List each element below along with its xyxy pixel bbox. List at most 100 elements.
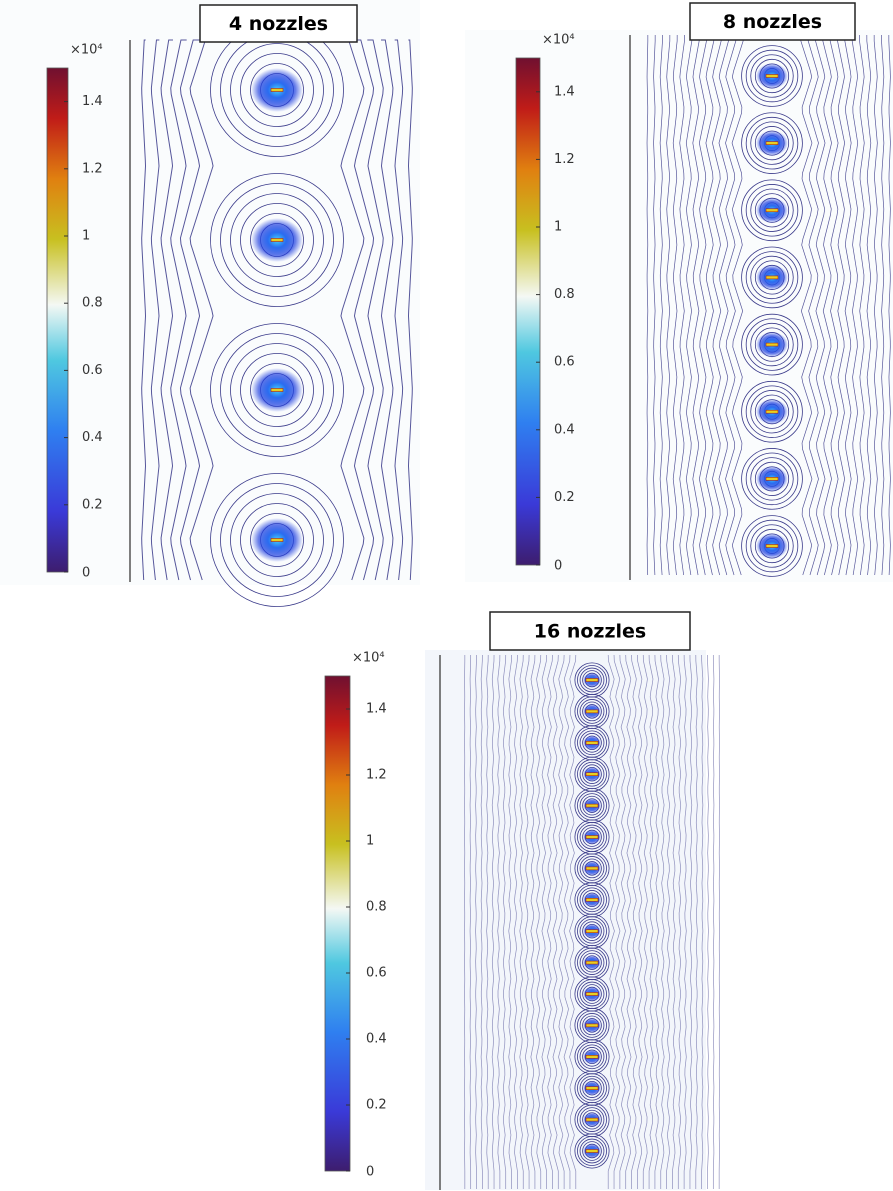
contour-ring — [582, 890, 602, 910]
contour-ring — [750, 188, 794, 232]
nozzle — [765, 74, 779, 78]
colorbar-tick-label: 0.4 — [366, 1032, 387, 1047]
colorbar-tick-label: 0.2 — [82, 497, 103, 512]
contour-ring — [240, 503, 314, 577]
contour-ring — [754, 461, 790, 496]
contour-line — [407, 39, 413, 581]
contour-line — [712, 34, 722, 576]
contour-ring — [582, 733, 602, 753]
contour-line — [654, 654, 660, 1189]
contour-line — [677, 654, 682, 1189]
contour-line — [851, 34, 859, 576]
nozzle — [585, 772, 599, 777]
colorbar-tick-label: 1 — [366, 834, 374, 849]
nozzle — [270, 538, 284, 542]
contour-line — [536, 654, 542, 1189]
contour-line — [666, 34, 671, 576]
contour-ring — [750, 54, 794, 98]
contour-ring — [579, 1013, 605, 1038]
colorbar-tick-label: 0 — [554, 559, 562, 574]
contour-line — [619, 654, 626, 1189]
contour-line — [648, 654, 654, 1189]
contour-ring — [240, 53, 314, 127]
colorbar-label: ×10⁴ — [542, 33, 575, 48]
contour-ring — [240, 203, 314, 277]
colorbar-tick-label: 0.8 — [82, 296, 103, 311]
contour-ring — [579, 730, 605, 756]
nozzle — [585, 1055, 599, 1059]
contour-lines — [464, 654, 720, 1189]
contour-ring — [210, 173, 344, 307]
contour-line — [705, 34, 715, 576]
contour-line — [672, 34, 678, 576]
contour-line — [524, 654, 530, 1189]
contour-ring — [745, 251, 799, 304]
contour-ring — [745, 184, 799, 237]
colorbar-tick-label: 1 — [82, 229, 90, 244]
contour-ring — [582, 670, 602, 690]
colorbar-tick-label: 0.4 — [554, 422, 575, 437]
contour-line — [469, 654, 472, 1189]
nozzle — [270, 388, 284, 392]
contour-ring — [582, 1109, 602, 1130]
contour-ring — [579, 1075, 605, 1101]
contour-ring — [750, 322, 794, 367]
contour-ring — [582, 1015, 602, 1036]
contour-ring — [582, 1047, 602, 1067]
contour-ring — [741, 179, 803, 242]
contour-line — [807, 34, 819, 576]
contour-line — [683, 654, 687, 1189]
contour-ring — [582, 795, 602, 816]
nozzle — [585, 709, 599, 714]
contour-line — [547, 654, 553, 1189]
nozzle — [585, 960, 599, 965]
contour-line — [497, 654, 501, 1189]
contour-ring — [745, 385, 799, 438]
colorbar-tick-label: 0 — [366, 1165, 374, 1180]
contour-ring — [750, 255, 794, 300]
colorbar-tick-label: 0.8 — [366, 900, 387, 915]
contour-line — [340, 39, 365, 581]
nozzle — [765, 208, 779, 213]
contour-ring — [230, 43, 324, 137]
contour-line — [829, 34, 839, 576]
colorbar — [515, 57, 541, 566]
contour-line — [519, 654, 524, 1189]
contour-ring — [579, 1107, 605, 1132]
panel: 16 nozzles ×10⁴ 0 0.2 0.4 0.6 0.8 1 1.2 1.4 — [324, 611, 720, 1190]
contour-ring — [579, 667, 605, 693]
contour-ring — [574, 1133, 610, 1169]
contour-line — [563, 654, 571, 1189]
contour-ring — [741, 515, 803, 577]
contour-line — [637, 654, 643, 1189]
contour-line — [141, 39, 147, 581]
contour-line — [837, 34, 846, 576]
contour-line — [508, 654, 512, 1189]
contour-ring — [754, 394, 790, 429]
contour-ring — [754, 193, 790, 228]
contour-line — [607, 654, 615, 1189]
contour-ring — [579, 918, 605, 944]
contour-line — [685, 34, 693, 576]
contour-line — [486, 654, 489, 1189]
contour-line — [666, 654, 671, 1189]
panel-background — [0, 0, 420, 585]
contour-line — [513, 654, 518, 1189]
contour-line — [380, 39, 394, 581]
contour-ring — [745, 116, 799, 170]
contour-ring — [582, 1078, 602, 1098]
contour-line — [491, 654, 495, 1189]
colorbar-tick-label: 1.4 — [366, 702, 387, 717]
contour-ring — [741, 112, 803, 174]
contour-line — [475, 654, 477, 1189]
contour-ring — [582, 1141, 602, 1161]
contour-line — [679, 34, 685, 576]
contour-ring — [582, 701, 602, 722]
colorbar-tick-label: 1.4 — [82, 94, 103, 109]
contour-line — [569, 654, 577, 1189]
colorbar-tick-label: 0.4 — [82, 430, 103, 445]
nozzle — [585, 866, 599, 871]
contour-line — [660, 654, 665, 1189]
nozzle — [765, 544, 779, 548]
